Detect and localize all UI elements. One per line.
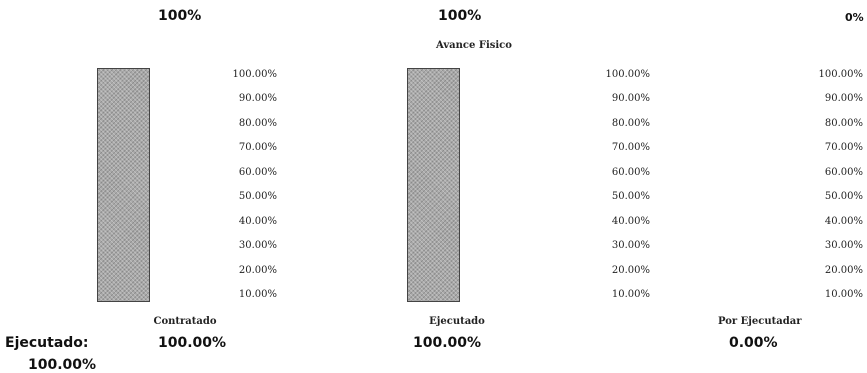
header-value-contratado: 100% bbox=[158, 8, 202, 24]
category-label: Por Ejecutadar bbox=[718, 316, 802, 327]
tick-label: 40.00% bbox=[824, 215, 863, 227]
value-label: 0.00% bbox=[729, 335, 778, 351]
tick-label: 40.00% bbox=[238, 215, 277, 227]
tick-label: 20.00% bbox=[611, 264, 650, 276]
tick-label: 30.00% bbox=[238, 240, 277, 252]
tick-label: 60.00% bbox=[611, 166, 650, 178]
tick-label: 90.00% bbox=[238, 93, 277, 105]
bar-ejecutado bbox=[407, 68, 460, 302]
category-label: Contratado bbox=[153, 316, 217, 327]
tick-label: 10.00% bbox=[824, 289, 863, 300]
tick-label: 50.00% bbox=[611, 191, 650, 203]
tick-label: 70.00% bbox=[824, 142, 863, 154]
tick-label: 60.00% bbox=[824, 166, 863, 178]
tick-label: 100.00% bbox=[605, 69, 651, 80]
tick-label: 50.00% bbox=[238, 191, 277, 203]
summary-label: Ejecutado: bbox=[5, 335, 89, 351]
tick-label: 10.00% bbox=[238, 289, 277, 300]
tick-label: 90.00% bbox=[824, 93, 863, 105]
summary-value: 100.00% bbox=[28, 357, 97, 373]
bar-contratado bbox=[97, 68, 150, 302]
tick-label: 30.00% bbox=[611, 240, 650, 252]
value-label: 100.00% bbox=[158, 335, 227, 351]
value-label: 100.00% bbox=[413, 335, 482, 351]
chart-title: Avance Fisico bbox=[436, 40, 512, 51]
tick-label: 50.00% bbox=[824, 191, 863, 203]
tick-label: 70.00% bbox=[611, 142, 650, 154]
header-value-por-ejecutar: 0% bbox=[845, 11, 864, 24]
tick-label: 40.00% bbox=[611, 215, 650, 227]
tick-label: 60.00% bbox=[238, 166, 277, 178]
category-label: Ejecutado bbox=[429, 316, 485, 327]
tick-label: 10.00% bbox=[611, 289, 650, 300]
tick-label: 20.00% bbox=[238, 264, 277, 276]
header-value-ejecutado: 100% bbox=[438, 8, 482, 24]
tick-label: 80.00% bbox=[824, 117, 863, 129]
tick-label: 100.00% bbox=[818, 69, 864, 80]
tick-label: 70.00% bbox=[238, 142, 277, 154]
tick-label: 80.00% bbox=[238, 117, 277, 129]
tick-label: 30.00% bbox=[824, 240, 863, 252]
tick-label: 100.00% bbox=[232, 69, 278, 80]
tick-label: 90.00% bbox=[611, 93, 650, 105]
tick-label: 80.00% bbox=[611, 117, 650, 129]
tick-label: 20.00% bbox=[824, 264, 863, 276]
